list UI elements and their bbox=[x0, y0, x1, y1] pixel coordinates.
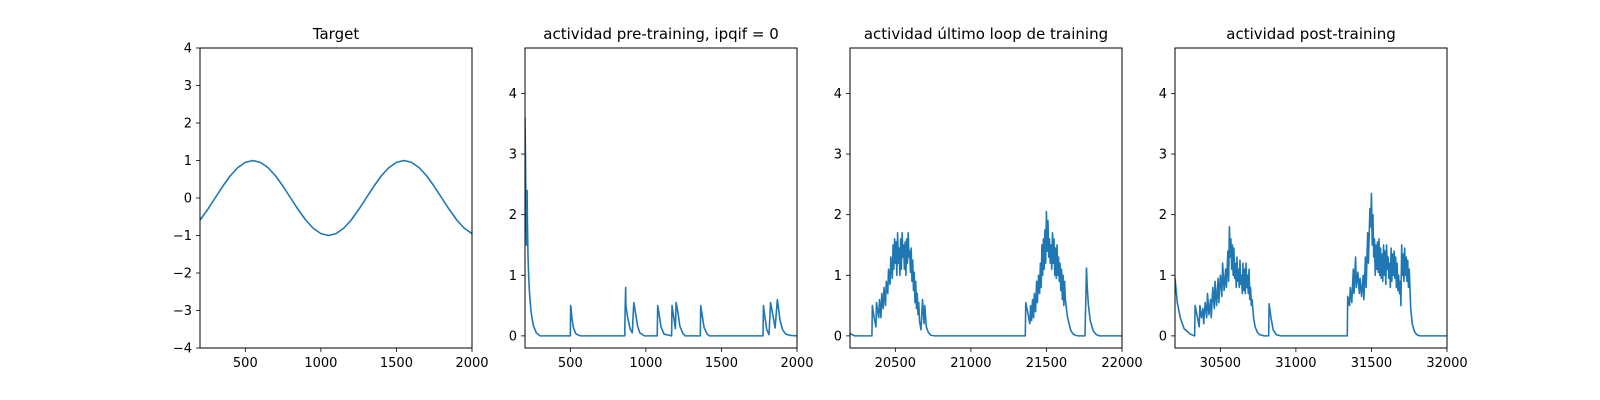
y-tick-label: 0 bbox=[1159, 329, 1167, 344]
chart-title: actividad post-training bbox=[1226, 25, 1395, 43]
y-tick-label: 1 bbox=[509, 269, 517, 284]
x-tick-label: 31500 bbox=[1351, 356, 1392, 371]
x-tick-label: 21000 bbox=[950, 356, 991, 371]
y-tick-label: 3 bbox=[1159, 148, 1167, 163]
y-tick-label: 4 bbox=[184, 42, 192, 57]
y-tick-label: 0 bbox=[509, 329, 517, 344]
x-tick-label: 500 bbox=[558, 356, 583, 371]
chart-panel-1: 500 1000 1500 2000 −4 −3 −2 −1 0 1 2 3 4 Target bbox=[173, 25, 489, 371]
y-tick-label: 4 bbox=[834, 87, 842, 102]
x-tick-label: 30500 bbox=[1200, 356, 1241, 371]
x-tick-label: 1500 bbox=[705, 356, 738, 371]
chart-panel-3: 20500 21000 21500 22000 0 1 2 3 4 actividad últim… bbox=[834, 25, 1143, 371]
series-line-1 bbox=[1175, 192, 1447, 337]
x-tick-label: 32000 bbox=[1426, 356, 1467, 371]
x-tick-label: 20500 bbox=[875, 356, 916, 371]
y-tick-label: −1 bbox=[173, 229, 192, 244]
chart-title: actividad pre-training, ipqif = 0 bbox=[543, 25, 779, 43]
y-tick-label: −4 bbox=[173, 342, 192, 357]
x-tick-label: 1000 bbox=[629, 356, 662, 371]
x-tick-label: 1500 bbox=[380, 356, 413, 371]
y-tick-label: −3 bbox=[173, 304, 192, 319]
x-tick-label: 2000 bbox=[780, 356, 813, 371]
series-line-1 bbox=[200, 159, 472, 237]
series-line-1 bbox=[850, 210, 1122, 337]
chart-panel-2: 500 1000 1500 2000 0 1 2 3 4 actividad pre-traini… bbox=[509, 25, 814, 371]
y-tick-label: 1 bbox=[834, 269, 842, 284]
y-tick-label: 0 bbox=[184, 192, 192, 207]
axes-frame bbox=[524, 47, 798, 349]
y-tick-label: 4 bbox=[1159, 87, 1167, 102]
y-tick-label: 1 bbox=[184, 154, 192, 169]
x-tick-label: 31000 bbox=[1275, 356, 1316, 371]
y-tick-label: −2 bbox=[173, 267, 192, 282]
y-tick-label: 2 bbox=[834, 208, 842, 223]
chart-title: actividad último loop de training bbox=[864, 25, 1108, 43]
x-tick-label: 1000 bbox=[304, 356, 337, 371]
x-tick-label: 2000 bbox=[455, 356, 488, 371]
y-tick-label: 3 bbox=[509, 148, 517, 163]
y-tick-label: 4 bbox=[509, 87, 517, 102]
series-line-1 bbox=[525, 116, 797, 337]
axes-frame bbox=[849, 47, 1123, 349]
chart-panel-4: 30500 31000 31500 32000 0 1 2 3 4 actividad post-… bbox=[1159, 25, 1468, 371]
y-tick-label: 3 bbox=[184, 79, 192, 94]
y-tick-label: 2 bbox=[509, 208, 517, 223]
y-tick-label: 2 bbox=[184, 117, 192, 132]
y-tick-label: 3 bbox=[834, 148, 842, 163]
y-tick-label: 0 bbox=[834, 329, 842, 344]
y-tick-label: 2 bbox=[1159, 208, 1167, 223]
chart-title: Target bbox=[312, 25, 360, 43]
x-tick-label: 21500 bbox=[1026, 356, 1067, 371]
y-tick-label: 1 bbox=[1159, 269, 1167, 284]
axes-frame bbox=[1174, 47, 1448, 349]
x-tick-label: 500 bbox=[233, 356, 258, 371]
x-tick-label: 22000 bbox=[1101, 356, 1142, 371]
